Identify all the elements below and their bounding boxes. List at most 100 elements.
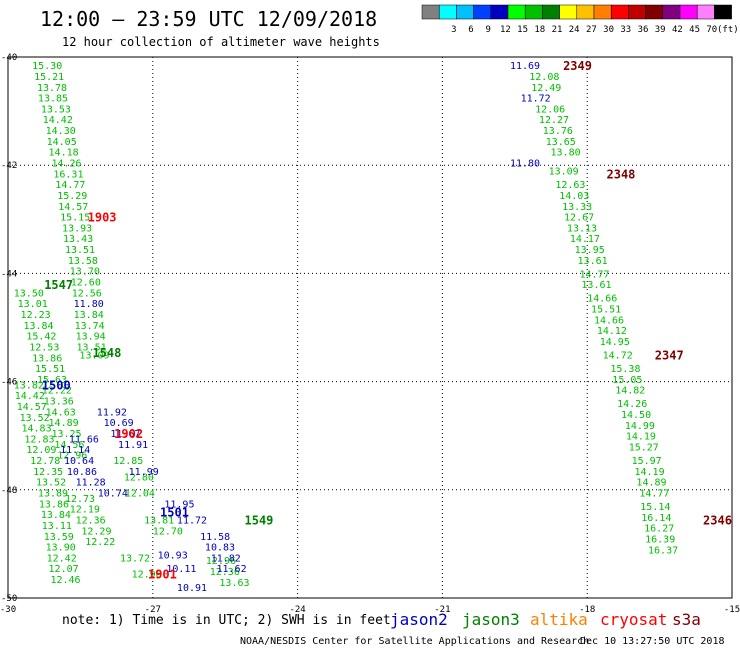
wave-height-value: 10.93: [158, 551, 188, 562]
wave-height-value: 14.66: [594, 315, 624, 326]
wave-height-value: 11.82: [211, 553, 241, 564]
wave-height-value: 12.80: [124, 472, 154, 483]
wave-height-value: 11.28: [76, 478, 106, 489]
wave-height-value: 12.67: [564, 213, 594, 224]
wave-height-value: 13.63: [219, 578, 249, 589]
scale-label: 42: [672, 25, 683, 35]
wave-height-value: 15.42: [26, 332, 56, 343]
wave-height-value: 13.52: [20, 413, 50, 424]
wave-height-value: 15.51: [35, 364, 65, 375]
wave-height-value: 13.01: [18, 299, 48, 310]
wave-height-value: 15.30: [32, 61, 62, 72]
wave-height-value: 13.43: [63, 234, 93, 245]
wave-height-value: 14.77: [639, 489, 669, 500]
scale-label: 30: [603, 25, 614, 35]
wave-height-value: 13.93: [62, 223, 92, 234]
wave-height-value: 12.60: [71, 278, 101, 289]
scale-swatch: [542, 4, 560, 20]
wave-height-value: 11.80: [74, 299, 104, 310]
wave-height-value: 15.15: [60, 213, 90, 224]
track-time-label: 1902: [114, 427, 143, 441]
scale-swatch: [576, 4, 595, 20]
scale-label: 39: [655, 25, 666, 35]
wave-height-value: 13.53: [41, 104, 71, 115]
wave-height-value: 14.19: [626, 432, 656, 443]
wave-height-value: 13.90: [46, 543, 76, 554]
wave-height-value: 14.12: [597, 326, 627, 337]
wave-height-value: 13.70: [70, 267, 100, 278]
y-tick-label: -42: [1, 161, 17, 171]
wave-height-value: 13.65: [546, 137, 576, 148]
wave-height-value: 14.63: [46, 407, 76, 418]
wave-height-value: 13.94: [76, 332, 106, 343]
chart-title: 12:00 – 23:59 UTC 12/09/2018: [40, 7, 377, 31]
wave-height-value: 15.14: [640, 502, 670, 513]
scale-label: 9: [485, 25, 490, 35]
wave-height-value: 12.73: [65, 494, 95, 505]
wave-height-value: 12.22: [42, 386, 72, 397]
track-time-label: 1901: [148, 568, 177, 582]
wave-height-value: 12.53: [29, 342, 59, 353]
satellite-legend: jason2 jason3 altika cryosat s3a: [390, 610, 701, 629]
wave-height-value: 13.81: [144, 516, 174, 527]
footer-credit: NOAA/NESDIS Center for Satellite Applica…: [240, 636, 589, 647]
color-scale-legend: 3 6 9 12 15 18 21 24 27 30 33 36 39 42 45 70 (ft): [421, 4, 739, 35]
scale-label: 6: [468, 25, 473, 35]
track-time-label: 1500: [42, 378, 71, 392]
scale-label: 12: [500, 25, 511, 35]
wave-height-value: 14.17: [570, 234, 600, 245]
wave-height-value: 13.61: [581, 280, 611, 291]
wave-height-value: 11.72: [521, 94, 551, 105]
wave-height-value: 13.09: [79, 351, 109, 362]
wave-height-value: 12.22: [85, 537, 115, 548]
wave-height-value: 13.74: [75, 321, 105, 332]
wave-height-value: 11.67: [110, 429, 140, 440]
wave-height-value: 13.36: [44, 397, 74, 408]
x-tick-label: -18: [579, 605, 595, 615]
wave-height-value: 13.89: [38, 489, 68, 500]
wave-height-value: 12.07: [49, 564, 79, 575]
satellite-legend-cryosat: cryosat: [600, 610, 667, 629]
wave-height-value: 13.11: [42, 521, 72, 532]
wave-height-value: 13.33: [562, 202, 592, 213]
wave-height-value: 16.14: [641, 513, 671, 524]
wave-height-value: 12.96: [132, 570, 162, 581]
track-time-labels: 2349 2348 2347 2346 1903 1902 1901 1547 1548 1549…: [42, 59, 732, 582]
wave-height-value: 15.51: [591, 305, 621, 316]
wave-height-value: 13.95: [575, 245, 605, 256]
scale-swatch: [473, 4, 492, 20]
wave-height-value: 14.82: [615, 386, 645, 397]
wave-height-value: 14.26: [51, 158, 81, 169]
wave-height-value: 11.91: [118, 440, 148, 451]
scale-swatch: [421, 4, 440, 20]
wave-height-value: 12.29: [81, 526, 111, 537]
wave-height-value: 12.42: [47, 553, 77, 564]
wave-height-value: 13.09: [549, 167, 579, 178]
wave-height-value: 12.09: [26, 445, 56, 456]
wave-height-value: 11.66: [69, 434, 99, 445]
scale-swatch: [610, 4, 629, 20]
scale-unit: (ft): [717, 25, 739, 35]
wave-height-value: 13.84: [74, 310, 104, 321]
wave-height-value: 14.83: [22, 424, 52, 435]
scale-swatch: [696, 4, 715, 20]
wave-height-value: 14.66: [587, 294, 617, 305]
wave-height-value: 11.14: [60, 445, 90, 456]
y-tick-label: -46: [1, 378, 17, 388]
scale-label: 15: [517, 25, 528, 35]
track-time-label: 1547: [44, 278, 73, 292]
x-tick-label: -27: [145, 605, 161, 615]
scale-swatch: [524, 4, 543, 20]
wave-height-value: 11.58: [200, 532, 230, 543]
wave-height-value: 11.95: [164, 499, 194, 510]
wave-height-value: 12.36: [76, 516, 106, 527]
x-tick-label: -30: [0, 605, 16, 615]
scale-swatch: [559, 4, 578, 20]
wave-height-value: 14.57: [58, 202, 88, 213]
wave-height-value: 13.50: [14, 288, 44, 299]
scale-swatch: [714, 4, 732, 20]
wave-height-value: 13.86: [39, 499, 69, 510]
wave-height-value: 14.77: [579, 269, 609, 280]
scale-swatch: [507, 4, 526, 20]
wave-height-value: 12.06: [535, 104, 565, 115]
